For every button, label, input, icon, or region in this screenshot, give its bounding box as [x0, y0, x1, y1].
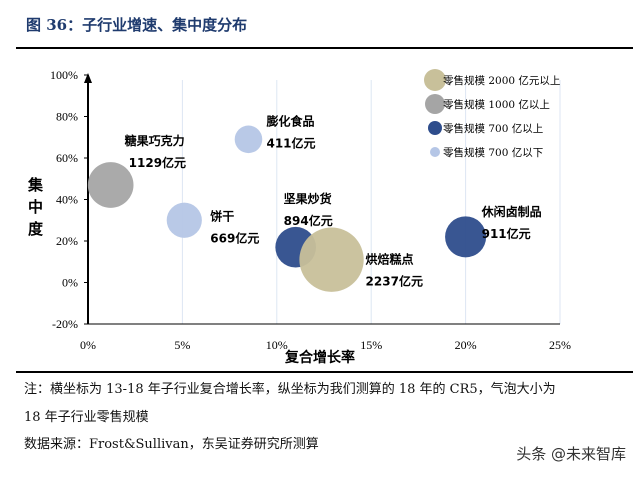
- legend-swatch: [428, 121, 442, 135]
- bottom-rule: [16, 371, 633, 373]
- legend-swatch: [430, 147, 440, 157]
- legend-label: 零售规模 700 亿以上: [443, 122, 543, 135]
- bubble-size-label: 669亿元: [210, 230, 259, 245]
- legend-label: 零售规模 2000 亿元以上: [443, 74, 560, 87]
- bubble-point: [166, 202, 202, 238]
- x-tick-label: 5%: [174, 338, 190, 352]
- bubble-point: [87, 162, 134, 208]
- bubble-name-label: 饼干: [210, 208, 234, 223]
- legend-swatch: [425, 94, 445, 114]
- figure-title: 图 36：子行业增速、集中度分布: [26, 16, 248, 34]
- y-axis-label-char: 中: [28, 198, 44, 216]
- y-tick-label: 100%: [50, 68, 78, 82]
- source-note: 数据来源：Frost&Sullivan，东吴证券研究所测算: [24, 437, 319, 452]
- bubble-name-label: 糖果巧克力: [125, 133, 185, 148]
- bubble-size-label: 894亿元: [284, 213, 333, 228]
- bubble-name-label: 膨化食品: [265, 113, 314, 128]
- y-axis-label: 集中度: [28, 174, 46, 240]
- note-line-2: 18 年子行业零售规模: [24, 410, 149, 425]
- bubble-name-label: 坚果炒货: [284, 191, 332, 206]
- legend-swatch: [424, 69, 446, 91]
- bubble-point: [234, 125, 263, 154]
- y-axis-label-char: 度: [28, 220, 44, 238]
- x-tick-label: 25%: [549, 338, 571, 352]
- y-axis-label-char: 集: [28, 176, 44, 194]
- note-line-1: 注：横坐标为 13-18 年子行业复合增长率，纵坐标为我们测算的 18 年的 C…: [24, 382, 556, 397]
- y-tick-label: 40%: [56, 193, 78, 207]
- y-tick-label: 80%: [56, 110, 78, 124]
- bubble-point: [299, 227, 364, 292]
- legend-label: 零售规模 1000 亿以上: [443, 98, 550, 111]
- bubble-size-label: 1129亿元: [129, 155, 186, 170]
- bubble-size-label: 911亿元: [482, 226, 531, 241]
- bubble-name-label: 休闲卤制品: [481, 204, 542, 219]
- bubble-size-label: 411亿元: [266, 135, 315, 150]
- x-tick-label: 15%: [360, 338, 382, 352]
- bubble-name-label: 烘焙糕点: [366, 252, 414, 267]
- bubble-chart: 0% 5% 10% 15% 20% 25%-20%0%20%40%60%80%100% 糖…: [50, 68, 571, 366]
- top-rule: [16, 47, 633, 49]
- y-axis-arrow: [84, 73, 92, 83]
- y-tick-label: 20%: [56, 234, 78, 248]
- x-tick-label: 10%: [266, 338, 288, 352]
- x-tick-label: 0%: [80, 338, 96, 352]
- watermark: 头条 @未来智库: [516, 445, 626, 463]
- x-tick-label: 20%: [455, 338, 477, 352]
- y-tick-label: 0%: [62, 276, 78, 290]
- x-axis-label: 复合增长率: [284, 349, 355, 366]
- bubble-size-label: 2237亿元: [366, 274, 423, 289]
- y-tick-label: 60%: [56, 151, 78, 165]
- bubble-point: [445, 216, 487, 258]
- y-tick-label: -20%: [52, 317, 78, 331]
- legend-label: 零售规模 700 亿以下: [443, 146, 543, 159]
